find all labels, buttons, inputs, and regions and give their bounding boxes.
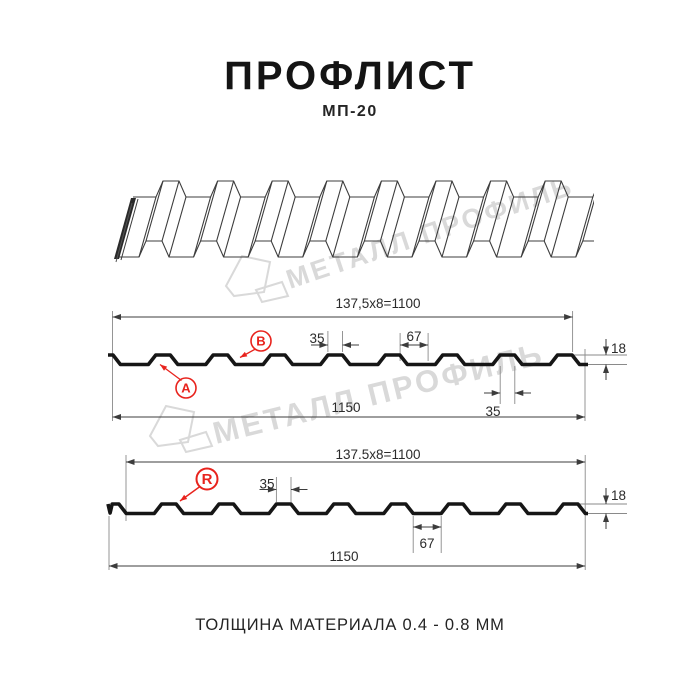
dim-total-width: 1150	[329, 549, 358, 564]
dim-total-width: 1150	[331, 400, 360, 415]
label-side-a: A	[181, 381, 191, 396]
dim-working-width: 137,5x8=1100	[336, 296, 421, 311]
dim-height: 18	[611, 341, 626, 356]
cross-section-ab	[108, 311, 627, 421]
dim-height: 18	[611, 488, 626, 503]
dim-working-width: 137.5x8=1100	[336, 447, 421, 462]
dim-underside-width: 35	[485, 404, 500, 419]
label-side-b: B	[256, 334, 265, 349]
watermark-logo-icon	[224, 254, 290, 304]
cross-section-ab-texts: 137,5x8=1100 35 67 18 35 1150 A B	[181, 296, 626, 419]
watermark-lower: МЕТАЛЛ ПРОФИЛЬ	[148, 336, 548, 454]
label-side-r: R	[202, 471, 213, 488]
material-thickness-note: ТОЛЩИНА МАТЕРИАЛА 0.4 - 0.8 ММ	[195, 616, 505, 634]
dim-crest-width: 35	[309, 331, 324, 346]
dim-valley-width: 67	[419, 536, 434, 551]
watermark-logo-icon	[148, 404, 214, 454]
profile-model-code: МП-20	[322, 103, 378, 120]
cross-section-r-texts: 137.5x8=1100 35 18 67 1150 R	[202, 447, 626, 564]
dim-crest-width: 35	[259, 477, 274, 492]
cross-section-r	[106, 455, 627, 570]
page-title: ПРОФЛИСТ	[224, 54, 476, 98]
watermark-text: МЕТАЛЛ ПРОФИЛЬ	[282, 171, 577, 295]
sheet-3d-view	[114, 180, 594, 263]
dim-valley-width: 67	[406, 329, 421, 344]
